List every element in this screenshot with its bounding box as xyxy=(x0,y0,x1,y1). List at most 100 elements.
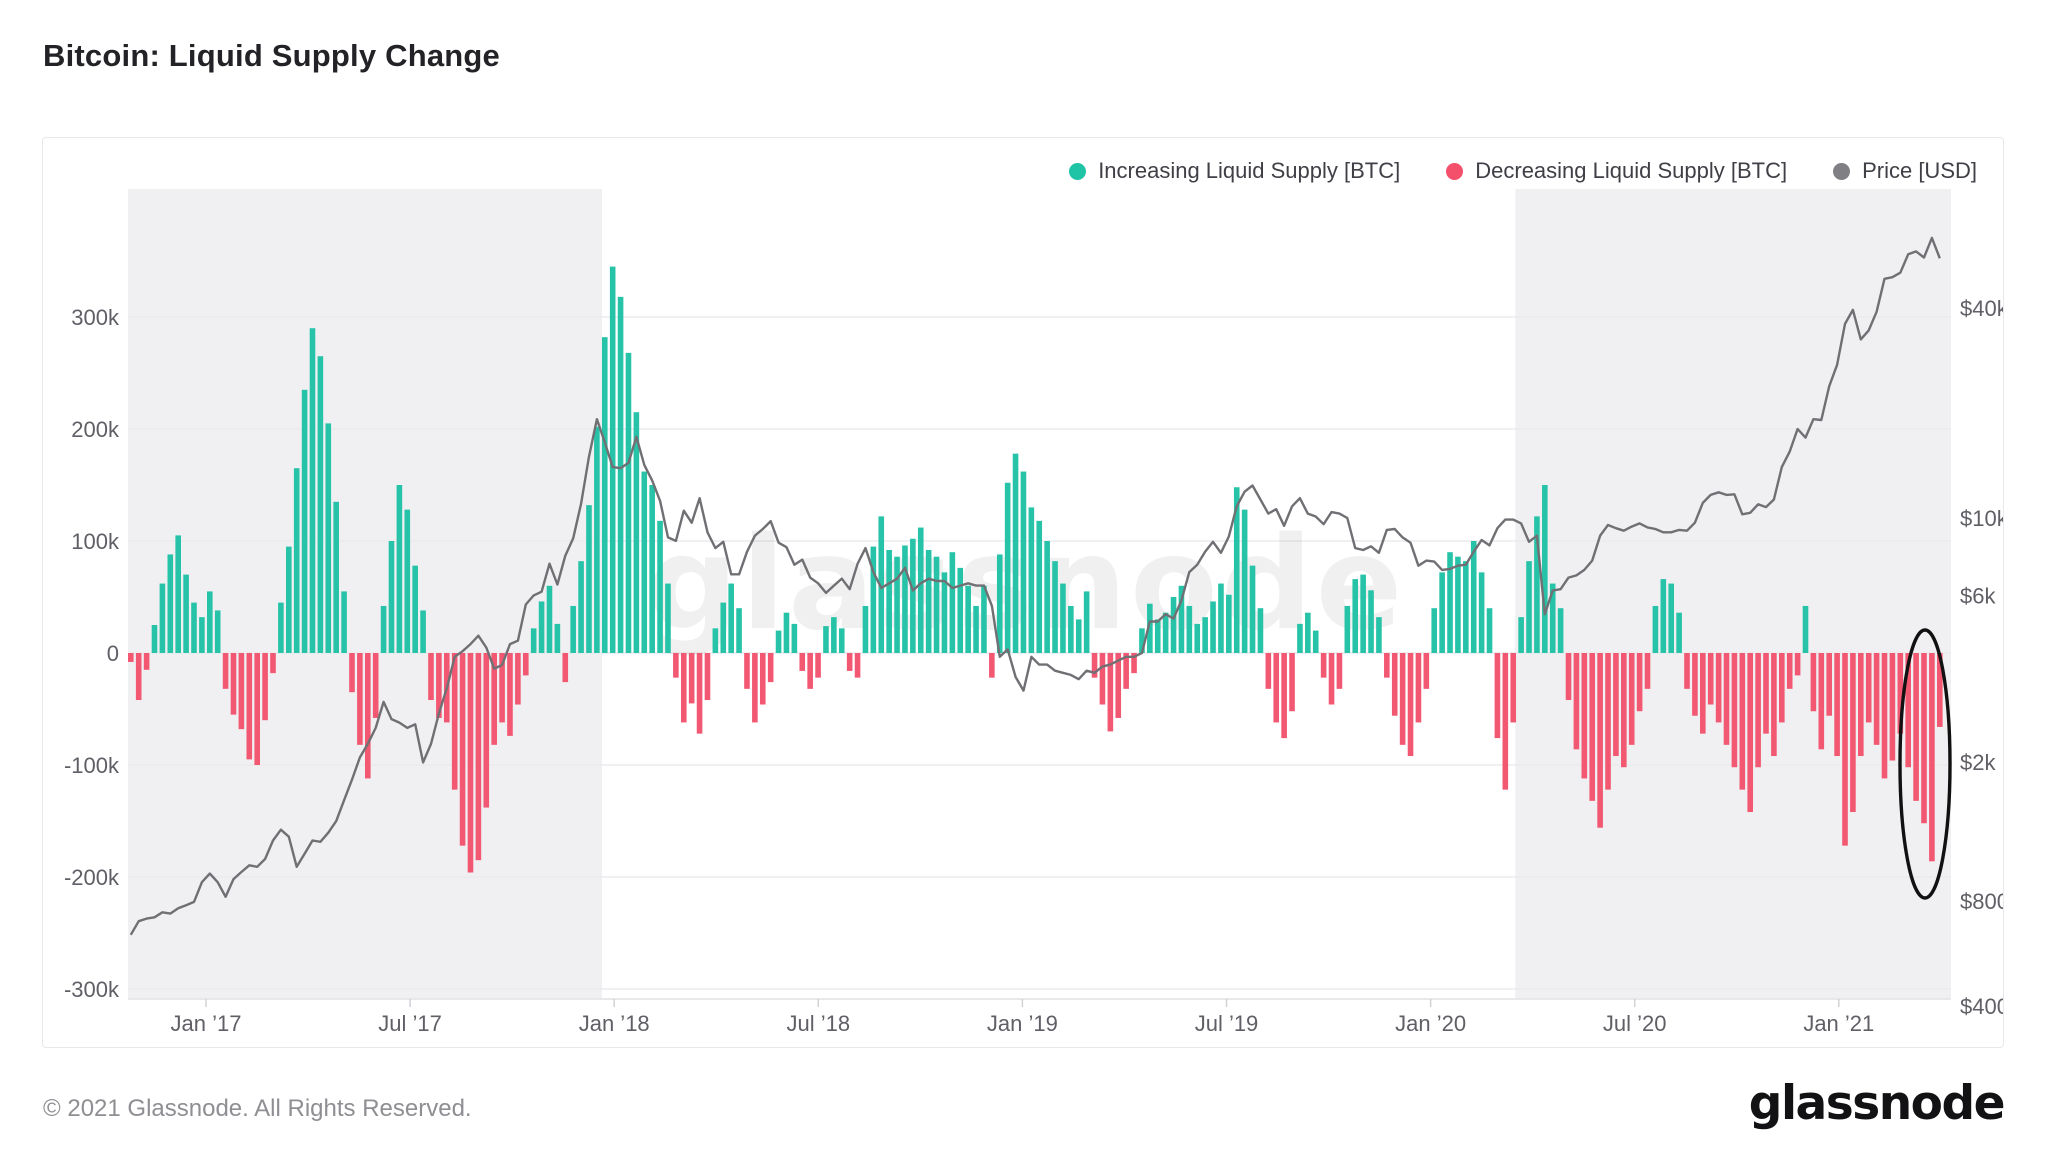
x-axis-tick-label: Jan ’19 xyxy=(987,1011,1058,1036)
increasing-supply-bar xyxy=(570,605,576,653)
increasing-supply-bar xyxy=(1052,561,1058,653)
decreasing-supply-bar xyxy=(270,653,276,674)
decreasing-supply-bar xyxy=(222,653,229,689)
increasing-supply-bar xyxy=(925,549,932,653)
increasing-supply-bar xyxy=(601,337,608,653)
legend-label: Decreasing Liquid Supply [BTC] xyxy=(1475,158,1788,183)
decreasing-supply-bar xyxy=(1502,653,1509,790)
decreasing-supply-bar xyxy=(507,653,513,736)
decreasing-supply-bar xyxy=(1597,653,1603,828)
increasing-supply-bar xyxy=(957,567,964,653)
left-axis-tick-label: -100k xyxy=(64,753,120,778)
liquid-supply-chart[interactable]: glassnode300k200k100k0-100k-200k-300k$40… xyxy=(43,138,2003,1047)
x-axis-tick-label: Jan ’17 xyxy=(171,1011,242,1036)
increasing-supply-bar xyxy=(1368,590,1374,653)
increasing-supply-bar xyxy=(333,501,339,653)
increasing-supply-bar xyxy=(941,572,948,653)
x-axis-tick-label: Jan ’18 xyxy=(579,1011,650,1036)
right-axis-tick-label: $800 xyxy=(1960,889,2003,914)
increasing-supply-bar xyxy=(341,591,347,653)
increasing-supply-bar xyxy=(191,602,197,653)
increasing-supply-bar xyxy=(175,535,181,653)
increasing-supply-bar xyxy=(412,565,418,653)
increasing-supply-bar xyxy=(167,554,174,653)
decreasing-supply-bar xyxy=(1131,653,1137,674)
increasing-supply-bar xyxy=(1249,565,1256,653)
increasing-supply-bar xyxy=(1083,591,1090,653)
decreasing-supply-bar xyxy=(1763,653,1769,734)
decreasing-supply-bar xyxy=(1320,653,1327,678)
decreasing-supply-bar xyxy=(143,653,150,670)
increasing-supply-bar xyxy=(609,266,616,653)
increasing-supply-bar xyxy=(1478,572,1485,653)
increasing-supply-bar xyxy=(1534,516,1540,653)
increasing-supply-bar xyxy=(1226,594,1232,653)
right-axis-tick-label: $6k xyxy=(1960,584,1996,609)
decreasing-supply-bar xyxy=(499,653,505,723)
decreasing-supply-bar xyxy=(562,653,569,683)
decreasing-supply-bar xyxy=(357,653,363,745)
decreasing-supply-bar xyxy=(799,653,806,671)
decreasing-supply-bar xyxy=(1865,653,1872,723)
left-axis-tick-label: 300k xyxy=(71,305,120,330)
increasing-supply-bar xyxy=(380,605,387,653)
increasing-supply-bar xyxy=(728,583,734,653)
increasing-supply-bar xyxy=(657,520,663,653)
decreasing-supply-bar xyxy=(1423,653,1430,689)
x-axis-tick-label: Jul ’20 xyxy=(1603,1011,1667,1036)
x-axis-tick-label: Jul ’17 xyxy=(378,1011,442,1036)
legend-label: Increasing Liquid Supply [BTC] xyxy=(1098,158,1401,183)
chart-legend: Increasing Liquid Supply [BTC] Decreasin… xyxy=(1069,158,1977,184)
decreasing-supply-bar xyxy=(1415,653,1422,723)
decreasing-supply-bar xyxy=(1407,653,1414,757)
increasing-supply-bar xyxy=(404,509,411,653)
increasing-supply-bar xyxy=(1542,485,1548,653)
increasing-supply-bar xyxy=(1257,608,1264,653)
decreasing-supply-bar xyxy=(1115,653,1122,718)
left-axis-tick-label: -200k xyxy=(64,865,120,890)
increasing-supply-bar xyxy=(1186,605,1193,653)
increasing-supply-bar xyxy=(712,628,719,653)
increasing-supply-bar xyxy=(831,617,837,653)
decreasing-supply-bar xyxy=(854,653,861,678)
increasing-supply-bar xyxy=(736,608,742,653)
decreasing-supply-bar xyxy=(680,653,687,723)
decreasing-supply-bar xyxy=(1921,653,1927,824)
decreasing-supply-bar xyxy=(1842,653,1848,846)
left-axis-tick-label: -300k xyxy=(64,977,120,1002)
decreasing-supply-bar xyxy=(238,653,245,730)
decreasing-supply-bar xyxy=(1644,653,1651,689)
decreasing-supply-bar xyxy=(364,653,371,779)
decreasing-supply-bar xyxy=(1826,653,1833,716)
increasing-supply-bar xyxy=(1297,623,1303,653)
decreasing-supply-bar xyxy=(1897,653,1904,734)
decreasing-supply-bar xyxy=(1739,653,1746,790)
increasing-supply-bar xyxy=(649,485,655,653)
increasing-supply-bar xyxy=(775,630,782,653)
increasing-supply-bar xyxy=(1194,623,1201,653)
decreasing-supply-bar xyxy=(1684,653,1690,689)
decreasing-supply-bar xyxy=(815,653,821,678)
increasing-supply-bar xyxy=(870,546,877,653)
decreasing-supply-bar xyxy=(1636,653,1643,712)
decreasing-supply-bar xyxy=(349,653,355,693)
increasing-supply-bar xyxy=(1036,520,1043,653)
increasing-supply-bar xyxy=(1447,552,1453,653)
decreasing-supply-bar xyxy=(475,653,482,861)
increasing-supply-bar xyxy=(1012,453,1019,653)
legend-item-price[interactable]: Price [USD] xyxy=(1833,158,1977,184)
increasing-supply-bar xyxy=(886,549,892,653)
left-axis-tick-label: 0 xyxy=(107,641,119,666)
increasing-supply-bar xyxy=(1557,608,1564,653)
legend-item-decreasing[interactable]: Decreasing Liquid Supply [BTC] xyxy=(1446,158,1787,184)
decreasing-supply-bar xyxy=(467,653,474,873)
decreasing-supply-bar xyxy=(230,653,237,715)
decreasing-supply-bar xyxy=(1107,653,1114,732)
decreasing-supply-bar xyxy=(1913,653,1919,801)
increasing-supply-bar xyxy=(578,561,584,653)
decreasing-supply-bar xyxy=(1565,653,1572,701)
legend-item-increasing[interactable]: Increasing Liquid Supply [BTC] xyxy=(1069,158,1400,184)
glassnode-logo: glassnode xyxy=(1748,1076,2006,1131)
decreasing-supply-bar xyxy=(1929,653,1935,862)
increasing-supply-bar xyxy=(325,423,332,653)
